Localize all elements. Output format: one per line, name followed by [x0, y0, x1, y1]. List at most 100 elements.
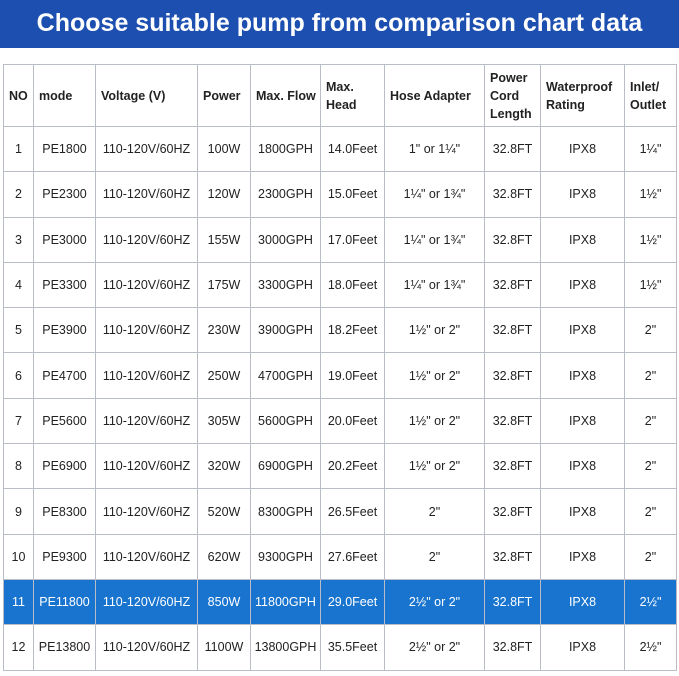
- column-header: Hose Adapter: [384, 64, 485, 127]
- table-cell: 32.8FT: [484, 624, 541, 671]
- table-cell: IPX8: [540, 443, 625, 490]
- table-cell: 32.8FT: [484, 261, 541, 309]
- table-cell: IPX8: [540, 624, 625, 671]
- table-row: 2 PE2300 110-120V/60HZ 120W 2300GPH 15.0Feet 1…: [3, 171, 677, 218]
- table-cell: 175W: [197, 261, 251, 309]
- table-cell: 2": [624, 352, 677, 399]
- table-cell: IPX8: [540, 578, 625, 626]
- table-cell: 32.8FT: [484, 352, 541, 399]
- table-cell: IPX8: [540, 397, 625, 445]
- table-cell: 2½": [624, 578, 677, 626]
- table-cell: 20.2Feet: [320, 443, 385, 490]
- table-cell: 110-120V/60HZ: [95, 443, 198, 490]
- table-cell: PE1800: [33, 125, 96, 173]
- table-cell: 17.0Feet: [320, 216, 385, 263]
- column-header: NO: [3, 64, 34, 127]
- column-header: mode: [33, 64, 96, 127]
- table-cell: 2": [384, 488, 485, 535]
- column-header: Power: [197, 64, 251, 127]
- table-cell: 15.0Feet: [320, 171, 385, 218]
- table-cell: PE9300: [33, 533, 96, 580]
- table-cell: 110-120V/60HZ: [95, 352, 198, 399]
- table-cell: IPX8: [540, 307, 625, 354]
- table-cell: 230W: [197, 307, 251, 354]
- table-cell: 1¼": [624, 125, 677, 173]
- table-cell: 7: [3, 397, 34, 445]
- table-cell: 100W: [197, 125, 251, 173]
- table-cell: 2": [624, 443, 677, 490]
- table-cell: IPX8: [540, 352, 625, 399]
- table-cell: 1¼" or 1¾": [384, 216, 485, 263]
- table-cell: IPX8: [540, 171, 625, 218]
- table-cell: 5: [3, 307, 34, 354]
- table-cell: 3: [3, 216, 34, 263]
- table-cell: 2": [624, 488, 677, 535]
- table-cell: 1½" or 2": [384, 352, 485, 399]
- table-row: 12 PE13800 110-120V/60HZ 1100W 13800GPH 35.5F…: [3, 624, 677, 671]
- table-cell: 1: [3, 125, 34, 173]
- table-cell: PE3300: [33, 261, 96, 309]
- table-cell: 29.0Feet: [320, 578, 385, 626]
- table-cell: 32.8FT: [484, 578, 541, 626]
- table-cell: PE2300: [33, 171, 96, 218]
- table-row: 3 PE3000 110-120V/60HZ 155W 3000GPH 17.0Feet 1…: [3, 216, 677, 263]
- table-row: 7 PE5600 110-120V/60HZ 305W 5600GPH 20.0Feet 1…: [3, 397, 677, 445]
- table-cell: 2": [624, 533, 677, 580]
- table-row: 9 PE8300 110-120V/60HZ 520W 8300GPH 26.5Feet 2…: [3, 488, 677, 535]
- table-cell: 32.8FT: [484, 533, 541, 580]
- table-cell: 305W: [197, 397, 251, 445]
- column-header: Max. Head: [320, 64, 385, 127]
- table-cell: 110-120V/60HZ: [95, 216, 198, 263]
- column-header: Power Cord Length: [484, 64, 541, 127]
- table-cell: 110-120V/60HZ: [95, 533, 198, 580]
- table-cell: PE13800: [33, 624, 96, 671]
- table-cell: 110-120V/60HZ: [95, 261, 198, 309]
- table-cell: 32.8FT: [484, 125, 541, 173]
- table-cell: 3300GPH: [250, 261, 321, 309]
- table-row: 4 PE3300 110-120V/60HZ 175W 3300GPH 18.0Feet 1…: [3, 261, 677, 309]
- table-cell: 4700GPH: [250, 352, 321, 399]
- table-cell: IPX8: [540, 216, 625, 263]
- table-cell: 110-120V/60HZ: [95, 397, 198, 445]
- table-cell: 3900GPH: [250, 307, 321, 354]
- title-banner: Choose suitable pump from comparison cha…: [0, 0, 679, 48]
- table-cell: IPX8: [540, 488, 625, 535]
- table-cell: 6900GPH: [250, 443, 321, 490]
- table-cell: 2: [3, 171, 34, 218]
- table-cell: PE8300: [33, 488, 96, 535]
- table-cell: 20.0Feet: [320, 397, 385, 445]
- table-cell: 11: [3, 578, 34, 626]
- table-cell: PE5600: [33, 397, 96, 445]
- table-cell: 11800GPH: [250, 578, 321, 626]
- column-header: Waterproof Rating: [540, 64, 625, 127]
- table-cell: 10: [3, 533, 34, 580]
- table-cell: 32.8FT: [484, 216, 541, 263]
- table-body: 1 PE1800 110-120V/60HZ 100W 1800GPH 14.0Feet 1…: [3, 125, 677, 671]
- table-cell: 18.0Feet: [320, 261, 385, 309]
- table-cell: 1½" or 2": [384, 397, 485, 445]
- table-cell: 1¼" or 1¾": [384, 171, 485, 218]
- table-cell: 13800GPH: [250, 624, 321, 671]
- column-header: Voltage (V): [95, 64, 198, 127]
- table-cell: 120W: [197, 171, 251, 218]
- table-cell: 2300GPH: [250, 171, 321, 218]
- table-cell: IPX8: [540, 261, 625, 309]
- table-row: 11 PE11800 110-120V/60HZ 850W 11800GPH 29.0Fe…: [3, 578, 677, 626]
- table-cell: 1¼" or 1¾": [384, 261, 485, 309]
- table-cell: 520W: [197, 488, 251, 535]
- table-cell: PE4700: [33, 352, 96, 399]
- table-cell: 2½": [624, 624, 677, 671]
- table-cell: PE3900: [33, 307, 96, 354]
- table-cell: 2": [624, 397, 677, 445]
- table-cell: IPX8: [540, 533, 625, 580]
- table-cell: 2½" or 2": [384, 578, 485, 626]
- table-cell: 250W: [197, 352, 251, 399]
- table-row: 8 PE6900 110-120V/60HZ 320W 6900GPH 20.2Feet 1…: [3, 443, 677, 490]
- table-cell: 3000GPH: [250, 216, 321, 263]
- table-cell: 320W: [197, 443, 251, 490]
- table-cell: 2": [624, 307, 677, 354]
- table-cell: 110-120V/60HZ: [95, 488, 198, 535]
- column-header: Max. Flow: [250, 64, 321, 127]
- table-cell: 1800GPH: [250, 125, 321, 173]
